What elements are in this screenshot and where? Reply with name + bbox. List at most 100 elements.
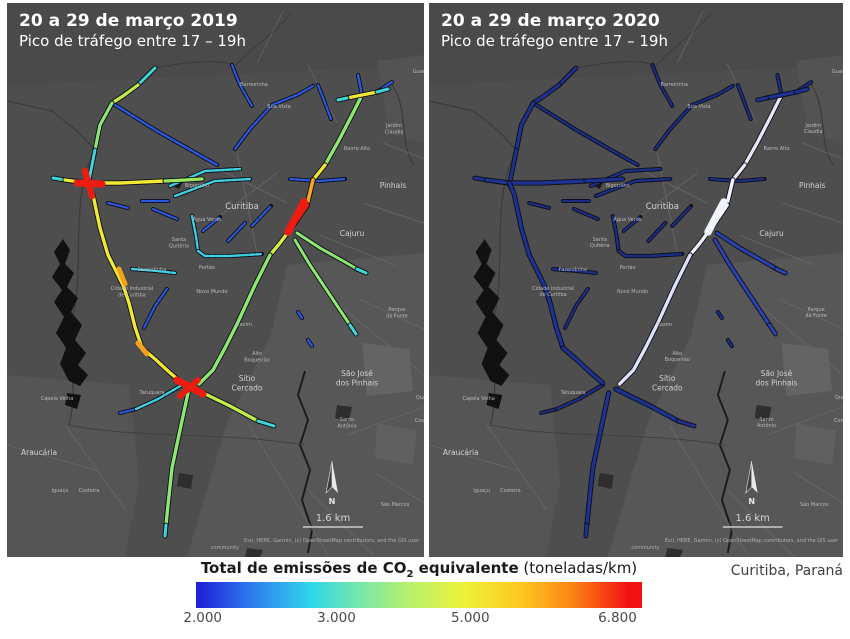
legend-area: Total de emissões de CO2 equivalente (to… [0, 557, 850, 639]
place-label: Araucária [443, 448, 479, 457]
emission-road [647, 221, 667, 243]
legend-tick: 2.000 [183, 610, 223, 626]
place-label: Costeira [79, 488, 100, 494]
emission-road [704, 198, 728, 236]
boundary-line [655, 12, 712, 67]
water-body [65, 393, 81, 409]
minor-road [486, 424, 547, 510]
emission-road [142, 287, 169, 330]
region-shade [796, 55, 843, 143]
place-label: Curitiba [646, 201, 679, 211]
boundary-line [716, 370, 733, 554]
map-2020-title: 20 a 29 de março 2020 [441, 11, 660, 31]
place-label: Qua [835, 395, 843, 401]
emission-road [118, 407, 138, 415]
emission-road [110, 101, 219, 167]
emission-road [691, 84, 734, 107]
emission-road [190, 214, 200, 253]
legend-title-subscript: 2 [406, 569, 414, 580]
map-2019-subtitle: Pico de tráfego entre 17 – 19h [19, 32, 246, 51]
emission-road [375, 87, 390, 94]
place-label: Iguaçu [473, 488, 490, 494]
emission-road [715, 231, 778, 271]
place-label: Araucária [21, 448, 57, 457]
emission-road [270, 84, 315, 107]
emission-road [532, 101, 639, 167]
minor-road [248, 424, 330, 557]
minor-road [362, 202, 424, 224]
emission-road [774, 267, 787, 275]
emission-road [514, 101, 535, 152]
map-2019-titles: 20 a 29 de março 2019 Pico de tráfego en… [19, 11, 246, 51]
emission-road [654, 103, 694, 151]
minor-road [794, 472, 843, 504]
emission-road [731, 163, 747, 182]
emission-road [764, 90, 799, 100]
region-shade [7, 3, 424, 85]
minor-road [429, 444, 521, 472]
emission-road [743, 93, 784, 167]
compass-north-label: N [748, 497, 755, 506]
emission-road [136, 66, 157, 87]
place-label: Xaxim [236, 322, 252, 328]
emission-road [584, 523, 589, 538]
legend-title-bold2: equivalente [413, 559, 519, 577]
legend-title-units: (toneladas/km) [518, 559, 638, 577]
place-label: São José dos Pinhais [756, 369, 798, 387]
place-label: Fazendinha [559, 267, 587, 273]
place-label: Pinhais [799, 181, 825, 190]
minor-road [306, 488, 376, 557]
region-shade [245, 548, 263, 557]
minor-road [7, 444, 100, 472]
emission-road [81, 167, 96, 200]
place-label: Capela Velha [463, 396, 495, 402]
place-label: Pinhais [380, 181, 407, 190]
emission-road [555, 383, 604, 411]
emission-road [256, 419, 276, 428]
emission-road [726, 338, 733, 348]
emission-road [794, 87, 809, 94]
boundary-line [429, 100, 517, 151]
minor-road [766, 406, 843, 436]
color-legend: Total de emissões de CO2 equivalente (to… [183, 559, 645, 628]
place-label: Parque da Fonte [386, 307, 408, 319]
emission-road [356, 73, 364, 97]
emission-road [93, 101, 114, 152]
emission-road [336, 96, 349, 102]
emission-road [226, 221, 247, 243]
map-attribution-line2: community [211, 545, 239, 551]
boundary-line [809, 82, 834, 166]
minor-road [778, 298, 843, 330]
place-label: Jardim Claudia [804, 123, 823, 135]
place-label: Santo Antônio [337, 417, 356, 429]
minor-road [346, 406, 424, 436]
minor-road [336, 302, 424, 376]
minor-road [782, 202, 843, 224]
minor-road [374, 472, 424, 504]
map-2020-subtitle: Pico de tráfego entre 17 – 19h [441, 32, 668, 51]
place-label: Barreirinha [660, 82, 687, 88]
place-label: Tatuquara [560, 390, 586, 396]
emission-road [557, 66, 578, 87]
emission-road [531, 83, 561, 105]
emission-road [305, 178, 315, 207]
legend-title-bold: Total de emissões de CO [200, 559, 407, 577]
place-label: Bigorrilho [185, 183, 209, 189]
place-label: Fazendinha [138, 267, 166, 273]
region-shade [607, 253, 843, 557]
place-label: Coste [415, 418, 424, 424]
emission-road [345, 90, 379, 100]
minor-road [256, 10, 284, 64]
emission-road [106, 201, 130, 210]
emission-road [671, 204, 693, 228]
place-label: São José dos Pinhais [336, 369, 378, 387]
minor-road [382, 142, 424, 160]
legend-title: Total de emissões de CO2 equivalente (to… [193, 559, 645, 580]
emission-road [116, 266, 128, 287]
place-label: Cajuru [340, 229, 365, 238]
region-shade [335, 405, 352, 421]
emission-road [135, 340, 150, 357]
emission-road [563, 287, 589, 330]
